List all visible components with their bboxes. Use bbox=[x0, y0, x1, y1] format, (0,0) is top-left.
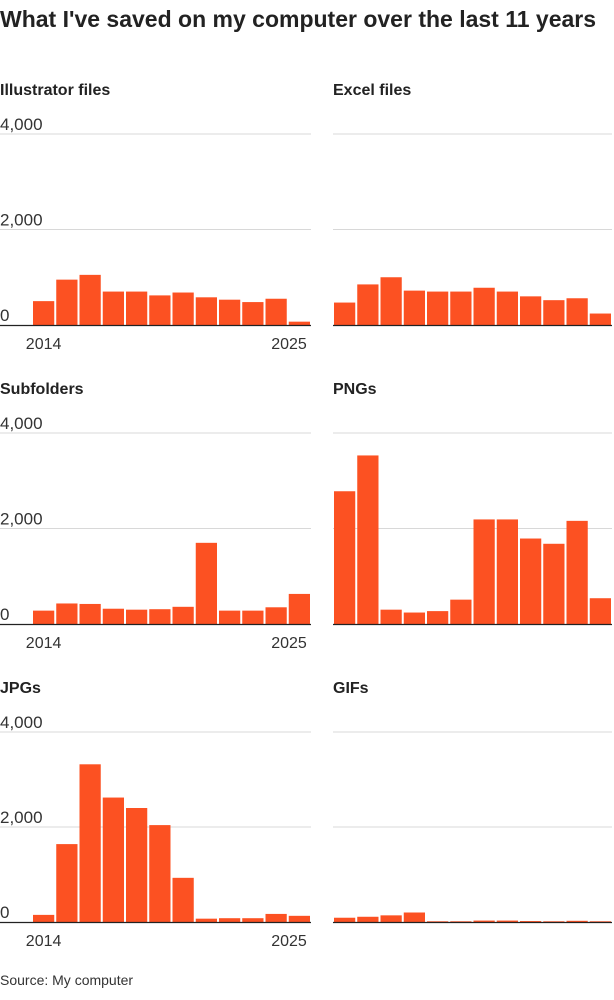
x-tick-label-jpgs-first: 2014 bbox=[26, 933, 62, 950]
bar-pngs-2016 bbox=[380, 609, 402, 624]
bar-subfolders-2015 bbox=[56, 603, 78, 624]
panel-title-illustrator-files: Illustrator files bbox=[0, 82, 110, 99]
panel-title-pngs: PNGs bbox=[333, 381, 377, 398]
x-tick-label-illustrator-files-first: 2014 bbox=[26, 336, 62, 353]
bar-gifs-2014 bbox=[334, 917, 356, 922]
bar-excel-files-2019 bbox=[450, 291, 472, 325]
bar-subfolders-2019 bbox=[149, 609, 171, 624]
x-tick-label-subfolders-first: 2014 bbox=[26, 635, 62, 652]
bar-illustrator-files-2019 bbox=[149, 295, 171, 325]
x-tick-label-illustrator-files-last: 2025 bbox=[271, 336, 307, 353]
bar-gifs-2018 bbox=[427, 921, 449, 922]
bar-jpgs-2019 bbox=[149, 825, 171, 922]
bar-gifs-2016 bbox=[380, 915, 402, 922]
bar-excel-files-2020 bbox=[473, 287, 495, 325]
y-tick-label-jpgs-2: 4,000 bbox=[0, 713, 43, 732]
bar-jpgs-2018 bbox=[126, 808, 148, 922]
bar-excel-files-2014 bbox=[334, 302, 356, 325]
bar-gifs-2021 bbox=[496, 920, 518, 922]
bar-illustrator-files-2015 bbox=[56, 279, 78, 325]
panel-title-excel-files: Excel files bbox=[333, 82, 411, 99]
bar-gifs-2019 bbox=[450, 921, 472, 922]
bar-pngs-2014 bbox=[334, 491, 356, 624]
bar-jpgs-2021 bbox=[195, 918, 217, 922]
bar-illustrator-files-2014 bbox=[33, 301, 55, 326]
panel-title-subfolders: Subfolders bbox=[0, 381, 84, 398]
source-note: Source: My computer bbox=[0, 972, 134, 988]
bar-pngs-2020 bbox=[473, 519, 495, 624]
bar-subfolders-2022 bbox=[219, 610, 241, 624]
bar-pngs-2022 bbox=[520, 538, 542, 624]
bar-gifs-2022 bbox=[520, 921, 542, 922]
bar-illustrator-files-2018 bbox=[126, 291, 148, 325]
y-tick-label-subfolders-1: 2,000 bbox=[0, 510, 43, 529]
bar-excel-files-2018 bbox=[427, 291, 449, 325]
bar-pngs-2021 bbox=[496, 519, 518, 624]
y-tick-label-jpgs-0: 0 bbox=[0, 903, 9, 922]
bar-excel-files-2015 bbox=[357, 284, 379, 325]
bar-illustrator-files-2017 bbox=[102, 291, 124, 325]
page-title: What I've saved on my computer over the … bbox=[0, 6, 597, 32]
bar-excel-files-2021 bbox=[496, 291, 518, 325]
bar-pngs-2019 bbox=[450, 599, 472, 624]
bar-gifs-2025 bbox=[589, 921, 611, 922]
bar-jpgs-2015 bbox=[56, 844, 78, 922]
bar-excel-files-2017 bbox=[403, 290, 425, 325]
bar-subfolders-2014 bbox=[33, 610, 55, 624]
bar-pngs-2023 bbox=[543, 543, 565, 624]
bar-subfolders-2017 bbox=[102, 608, 124, 624]
bar-excel-files-2023 bbox=[543, 300, 565, 325]
bar-excel-files-2025 bbox=[589, 313, 611, 325]
bar-illustrator-files-2025 bbox=[288, 321, 310, 325]
bar-excel-files-2022 bbox=[520, 296, 542, 325]
x-tick-label-subfolders-last: 2025 bbox=[271, 635, 307, 652]
bar-pngs-2024 bbox=[566, 520, 588, 624]
bar-subfolders-2024 bbox=[265, 607, 287, 624]
bar-illustrator-files-2022 bbox=[219, 299, 241, 325]
bar-jpgs-2014 bbox=[33, 914, 55, 923]
bar-illustrator-files-2024 bbox=[265, 298, 287, 325]
bar-jpgs-2023 bbox=[242, 918, 264, 922]
y-tick-label-illustrator-files-2: 4,000 bbox=[0, 115, 43, 134]
x-tick-label-jpgs-last: 2025 bbox=[271, 933, 307, 950]
bar-jpgs-2020 bbox=[172, 877, 194, 922]
bar-jpgs-2017 bbox=[102, 797, 124, 922]
bar-gifs-2024 bbox=[566, 920, 588, 922]
y-tick-label-subfolders-0: 0 bbox=[0, 605, 9, 624]
bar-jpgs-2022 bbox=[219, 918, 241, 922]
y-tick-label-illustrator-files-0: 0 bbox=[0, 306, 9, 325]
bar-illustrator-files-2020 bbox=[172, 292, 194, 325]
bar-illustrator-files-2021 bbox=[195, 297, 217, 325]
bar-illustrator-files-2016 bbox=[79, 274, 101, 325]
bar-gifs-2020 bbox=[473, 920, 495, 922]
bar-jpgs-2025 bbox=[288, 915, 310, 922]
bar-pngs-2025 bbox=[589, 598, 611, 624]
bar-pngs-2015 bbox=[357, 455, 379, 624]
bar-excel-files-2024 bbox=[566, 298, 588, 325]
bar-gifs-2017 bbox=[403, 912, 425, 922]
bar-gifs-2023 bbox=[543, 921, 565, 922]
bar-pngs-2018 bbox=[427, 611, 449, 624]
bar-pngs-2017 bbox=[403, 612, 425, 624]
bar-subfolders-2016 bbox=[79, 603, 101, 624]
bar-gifs-2015 bbox=[357, 916, 379, 922]
bar-illustrator-files-2023 bbox=[242, 302, 264, 325]
bar-jpgs-2016 bbox=[79, 764, 101, 922]
bar-subfolders-2025 bbox=[288, 593, 310, 624]
panel-title-gifs: GIFs bbox=[333, 680, 369, 697]
y-tick-label-illustrator-files-1: 2,000 bbox=[0, 211, 43, 230]
bar-subfolders-2018 bbox=[126, 609, 148, 624]
bar-subfolders-2020 bbox=[172, 606, 194, 624]
bar-subfolders-2023 bbox=[242, 610, 264, 624]
y-tick-label-subfolders-2: 4,000 bbox=[0, 414, 43, 433]
bar-jpgs-2024 bbox=[265, 913, 287, 922]
bar-subfolders-2021 bbox=[195, 542, 217, 624]
bar-excel-files-2016 bbox=[380, 277, 402, 325]
panel-title-jpgs: JPGs bbox=[0, 680, 41, 697]
y-tick-label-jpgs-1: 2,000 bbox=[0, 808, 43, 827]
